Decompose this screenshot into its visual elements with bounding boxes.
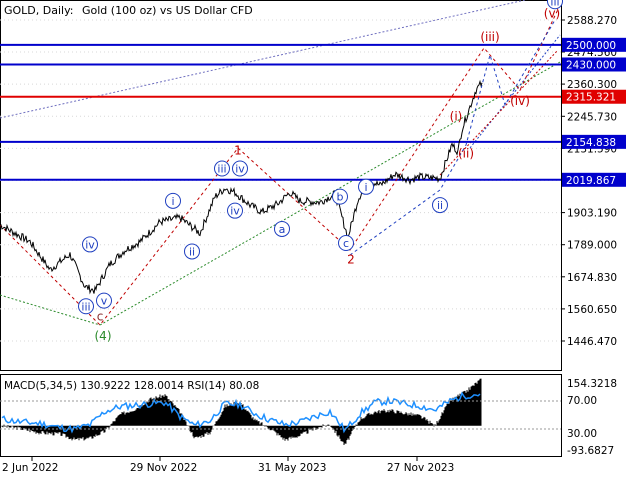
wave-label-circle (78, 298, 94, 315)
date-tick-label: 31 May 2023 (258, 462, 326, 474)
level-label: 2315.321 (566, 92, 616, 104)
blue-trend-line (469, 34, 561, 149)
wave-label-circle (432, 197, 448, 214)
level-label: 2430.000 (566, 59, 616, 71)
indicator-tick-label: 70.00 (567, 395, 597, 407)
indicator-tick-label: 30.00 (567, 428, 597, 440)
chart-symbol: GOLD, Daily: (4, 4, 74, 17)
wave-label: i (171, 195, 174, 208)
price-tick-label: 1674.830 (567, 272, 617, 284)
price-tick-label: 1446.470 (567, 336, 617, 348)
wave-label: c (343, 237, 349, 250)
wave-label-circle (96, 292, 112, 309)
level-label: 2019.867 (566, 175, 616, 187)
wave-label-circle (184, 243, 200, 260)
wave-label: iii (550, 0, 559, 8)
wave-channel-lines (0, 0, 561, 326)
wave-label: i (364, 181, 367, 194)
wave-label: (v) (544, 6, 560, 20)
level-label-bg (562, 172, 626, 187)
wave-count-lines (0, 4, 561, 326)
wave-label: 1 (234, 144, 242, 158)
horizontal-levels (0, 43, 561, 181)
wave-label-circle (332, 188, 348, 205)
chart-description: Gold (100 oz) vs US Dollar CFD (82, 4, 253, 17)
wave-label: a (279, 223, 286, 236)
wave-label-circle (358, 178, 374, 195)
main-panel-frame (0, 0, 562, 371)
wave-label: (i) (450, 110, 463, 124)
wave-label-circle (232, 160, 248, 177)
level-label: 2154.838 (566, 137, 616, 149)
indicator-panel-frame (0, 374, 562, 457)
wave-label: 2 (347, 252, 355, 266)
level-price-labels: 2500.000 2430.000 2315.321 2154.838 2019.867 (562, 37, 626, 187)
price-tick-label: 2360.300 (567, 79, 617, 91)
wave-label: (4) (95, 329, 112, 343)
date-axis: 2 Jun 2022 29 Nov 2022 31 May 2023 27 Nov 2… (2, 457, 454, 474)
level-label-bg (562, 134, 626, 149)
green-trend-line (99, 61, 561, 326)
price-tick-label: 1560.650 (567, 304, 617, 316)
rsi-line (0, 391, 561, 434)
wave-path-red (0, 4, 561, 326)
wave-label-circle (227, 202, 243, 219)
indicator-tick-label: -93.6827 (567, 445, 614, 457)
price-line (0, 79, 483, 295)
indicator-axis: 154.3218 70.00 30.00 -93.6827 (567, 378, 617, 457)
wave-label: (ii) (458, 147, 474, 161)
wave-label-circle (214, 160, 230, 177)
wave-label: ii (437, 199, 443, 212)
level-label-bg (562, 89, 626, 104)
wave-label: iii (81, 300, 90, 313)
level-label: 2500.000 (566, 40, 616, 52)
wave-label: iv (85, 238, 95, 251)
green-trend-line (0, 294, 101, 326)
indicator-title: MACD(5,34,5) 130.9222 128.0014 RSI(14) 8… (4, 380, 259, 392)
wave-label: iv (235, 163, 245, 176)
price-tick-label: 1903.190 (567, 208, 617, 220)
date-tick-label: 29 Nov 2022 (130, 462, 197, 474)
wave-label-circle (82, 236, 98, 253)
level-label-bg (562, 37, 626, 52)
price-tick-label: 2588.270 (567, 15, 617, 27)
wave-label: iv (230, 205, 240, 218)
wave-label: v (101, 295, 108, 308)
wave-label-circle (274, 220, 290, 237)
wave-label: b (337, 191, 344, 204)
price-tick-label: 2245.730 (567, 111, 617, 123)
wave-label: c (97, 310, 104, 324)
indicator-tick-label: 154.3218 (567, 378, 617, 390)
rsi-polyline (1, 391, 481, 434)
wave-label-circle (338, 235, 354, 252)
wave-path-blue (349, 19, 556, 256)
red-trend-line (439, 49, 559, 176)
wave-label: iii (217, 163, 226, 176)
wave-label-circle (165, 192, 181, 209)
wave-label: (iii) (480, 30, 499, 44)
wave-label: (iv) (510, 94, 530, 108)
wave-label: ii (189, 245, 195, 258)
date-tick-label: 27 Nov 2023 (387, 462, 454, 474)
price-series (0, 79, 483, 295)
price-tick-label: 1789.000 (567, 240, 617, 252)
upper-channel-line (0, 0, 526, 119)
wave-label-circle (547, 0, 563, 10)
grid (0, 19, 561, 342)
level-label-bg (562, 57, 626, 72)
date-tick-label: 2 Jun 2022 (2, 462, 58, 474)
